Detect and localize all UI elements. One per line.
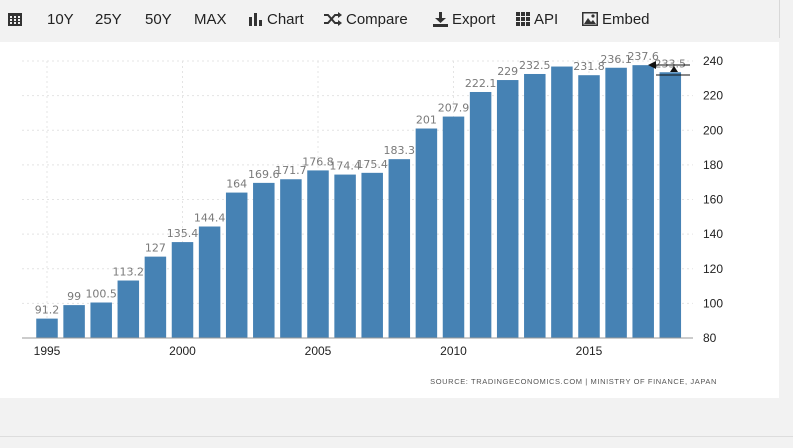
data-label-2004: 171.7	[275, 164, 307, 177]
data-label-2008: 183.3	[384, 144, 416, 157]
image-icon	[582, 12, 598, 26]
download-icon	[433, 11, 448, 27]
bar-2004[interactable]	[280, 179, 302, 338]
y-tick-label-7: 220	[703, 89, 723, 103]
data-label-2002: 164	[226, 178, 247, 191]
bar-2007[interactable]	[361, 172, 383, 338]
bar-2013[interactable]	[524, 73, 546, 338]
grid-icon	[516, 12, 530, 26]
embed-label: Embed	[602, 10, 650, 28]
y-tick-label-4: 160	[703, 193, 723, 207]
x-tick-label-0: 1995	[34, 344, 61, 358]
range-max-button[interactable]: MAX	[194, 9, 227, 29]
bar-2010[interactable]	[442, 116, 465, 339]
last-value-left-arrow-icon	[648, 61, 656, 69]
data-label-2009: 201	[416, 114, 437, 127]
data-label-2007: 175.4	[356, 158, 388, 171]
range-max-label: MAX	[194, 10, 227, 28]
data-label-2012: 229	[497, 65, 518, 78]
range-10y-button[interactable]: 10Y	[47, 9, 74, 29]
bar-1998[interactable]	[117, 280, 140, 338]
x-tick-label-1: 2000	[169, 344, 196, 358]
data-label-1995: 91.2	[35, 304, 60, 317]
data-label-2001: 144.4	[194, 212, 226, 225]
range-25y-label: 25Y	[95, 10, 122, 28]
data-label-1997: 100.5	[85, 288, 117, 301]
data-label-2017: 237.6	[627, 50, 659, 63]
data-label-2011: 222.1	[465, 77, 497, 90]
bar-1996[interactable]	[63, 305, 85, 338]
bar-1999[interactable]	[144, 256, 167, 338]
api-label: API	[534, 10, 559, 28]
bar-2009[interactable]	[415, 128, 438, 338]
export-label: Export	[452, 10, 496, 28]
calendar-button[interactable]	[8, 9, 26, 29]
source-note: SOURCE: TRADINGECONOMICS.COM | MINISTRY …	[430, 377, 717, 386]
x-axis: 1995 2000 2005 2010 2015	[22, 337, 693, 358]
bar-2017[interactable]	[632, 65, 654, 338]
bar-1995[interactable]	[36, 318, 58, 338]
bar-2008[interactable]	[388, 159, 411, 338]
bar-series	[36, 65, 682, 339]
y-tick-label-6: 200	[703, 123, 723, 137]
range-25y-button[interactable]: 25Y	[95, 9, 122, 29]
y-tick-label-5: 180	[703, 158, 723, 172]
y-tick-label-0: 80	[703, 331, 717, 345]
bar-2018[interactable]	[659, 72, 682, 339]
bar-2016[interactable]	[605, 67, 627, 338]
bar-2014[interactable]	[551, 66, 573, 338]
range-50y-button[interactable]: 50Y	[145, 9, 172, 29]
data-label-2016: 236.1	[600, 53, 632, 66]
data-label-2003: 169.6	[248, 168, 280, 181]
bar-2012[interactable]	[496, 80, 519, 338]
api-button[interactable]: API	[516, 9, 558, 29]
x-tick-label-2: 2005	[305, 344, 332, 358]
chart-type-button[interactable]: Chart	[249, 9, 304, 29]
range-10y-label: 10Y	[47, 10, 74, 28]
chart-type-label: Chart	[267, 10, 304, 28]
data-label-1998: 113.2	[113, 266, 145, 279]
y-tick-label-3: 140	[703, 227, 723, 241]
bar-1997[interactable]	[90, 302, 112, 338]
calendar-icon	[8, 13, 22, 26]
export-button[interactable]: Export	[433, 9, 495, 29]
bar-2000[interactable]	[171, 242, 194, 338]
embed-button[interactable]: Embed	[582, 9, 650, 29]
data-label-2013: 232.5	[519, 59, 551, 72]
compare-button[interactable]: Compare	[324, 9, 408, 29]
chart-toolbar: 10Y 25Y 50Y MAX Chart Compare Export API	[0, 0, 780, 38]
bar-2015[interactable]	[578, 75, 600, 338]
last-value-marker[interactable]	[648, 61, 690, 76]
data-label-2015: 231.8	[573, 60, 605, 73]
x-tick-label-4: 2015	[576, 344, 603, 358]
y-tick-label-2: 120	[703, 262, 723, 276]
bar-2005[interactable]	[307, 170, 329, 338]
bar-2006[interactable]	[334, 174, 356, 338]
data-label-2018: 233.5	[655, 57, 687, 70]
data-label-2005: 176.8	[302, 155, 334, 168]
data-label-1999: 127	[145, 242, 166, 255]
y-tick-label-8: 240	[703, 54, 723, 68]
bar-chart-icon	[249, 13, 262, 26]
data-label-2000: 135.4	[167, 227, 199, 240]
y-axis: 80 100 120 140 160 180 200 220 240	[703, 54, 723, 345]
x-tick-label-3: 2010	[440, 344, 467, 358]
bar-2003[interactable]	[253, 182, 275, 338]
bar-2011[interactable]	[469, 91, 492, 338]
data-label-2010: 207.9	[438, 102, 470, 115]
data-label-1996: 99	[67, 290, 81, 303]
last-value-up-arrow-icon	[670, 66, 678, 72]
bar-2001[interactable]	[198, 226, 221, 338]
data-label-2006: 174.4	[329, 160, 361, 173]
compare-label: Compare	[346, 10, 408, 28]
shuffle-icon	[324, 12, 342, 26]
bar-2002[interactable]	[225, 192, 248, 338]
bottom-divider	[0, 436, 793, 437]
range-50y-label: 50Y	[145, 10, 172, 28]
y-tick-label-1: 100	[703, 296, 723, 310]
